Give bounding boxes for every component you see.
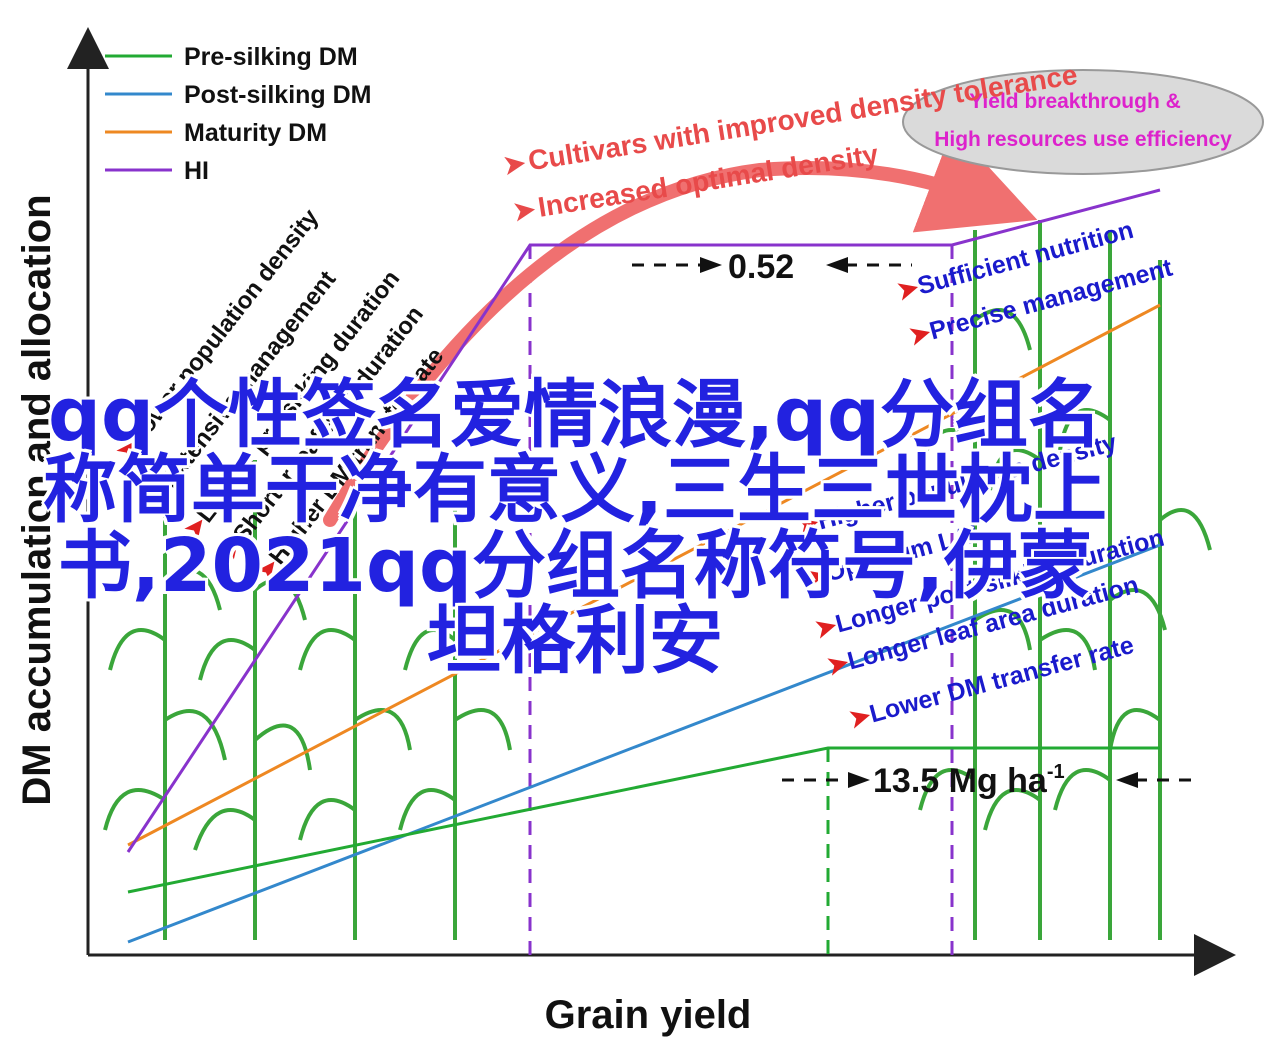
ellipse-line-2: High resources use efficiency (934, 128, 1232, 151)
maize-plant-left-2 (193, 460, 312, 940)
x-axis-label: Grain yield (545, 993, 752, 1037)
maize-plant-left-3 (298, 470, 412, 940)
legend-hi: HI (184, 157, 209, 185)
overlay-title: qq个性签名爱情浪漫,qq分组名称简单干净有意义,三生三世枕上书,2021qq分… (42, 372, 1108, 685)
improvement-arrow (323, 127, 1038, 527)
maize-plant-right-4 (1108, 260, 1212, 940)
series-pre-silking-dm (127, 746, 1160, 894)
legend-pre-silking: Pre-silking DM (184, 43, 358, 71)
hi-value: 0.52 (728, 248, 794, 286)
maize-plant-left-4 (398, 480, 512, 940)
maize-plant-left-1 (103, 480, 227, 940)
yield-value: 13.5 Mg ha-1 (873, 761, 1065, 800)
series-hi (126, 188, 1161, 853)
series-maturity-dm (127, 303, 1161, 847)
series-post-silking-dm (127, 543, 1161, 944)
yield-span: 13.5 Mg ha-1 (782, 761, 1198, 800)
maize-plant-right-2 (983, 220, 1097, 940)
hi-span: 0.52 (632, 248, 912, 286)
legend-post-silking: Post-silking DM (184, 81, 372, 109)
y-axis-label: DM accumulation and allocation (15, 194, 59, 805)
maize-plant-right-1 (918, 230, 1032, 940)
svg-text:➤: ➤ (501, 147, 527, 180)
legend-maturity: Maturity DM (184, 119, 327, 147)
maize-plants-decoration (103, 220, 1212, 940)
yield-breakthrough-ellipse (902, 69, 1264, 175)
legend: Pre-silking DM Post-silking DM Maturity … (105, 43, 372, 185)
svg-text:➤: ➤ (511, 194, 537, 227)
ellipse-line-1: Yield breakthrough & (969, 90, 1181, 113)
yield-superscript: -1 (1047, 761, 1065, 783)
